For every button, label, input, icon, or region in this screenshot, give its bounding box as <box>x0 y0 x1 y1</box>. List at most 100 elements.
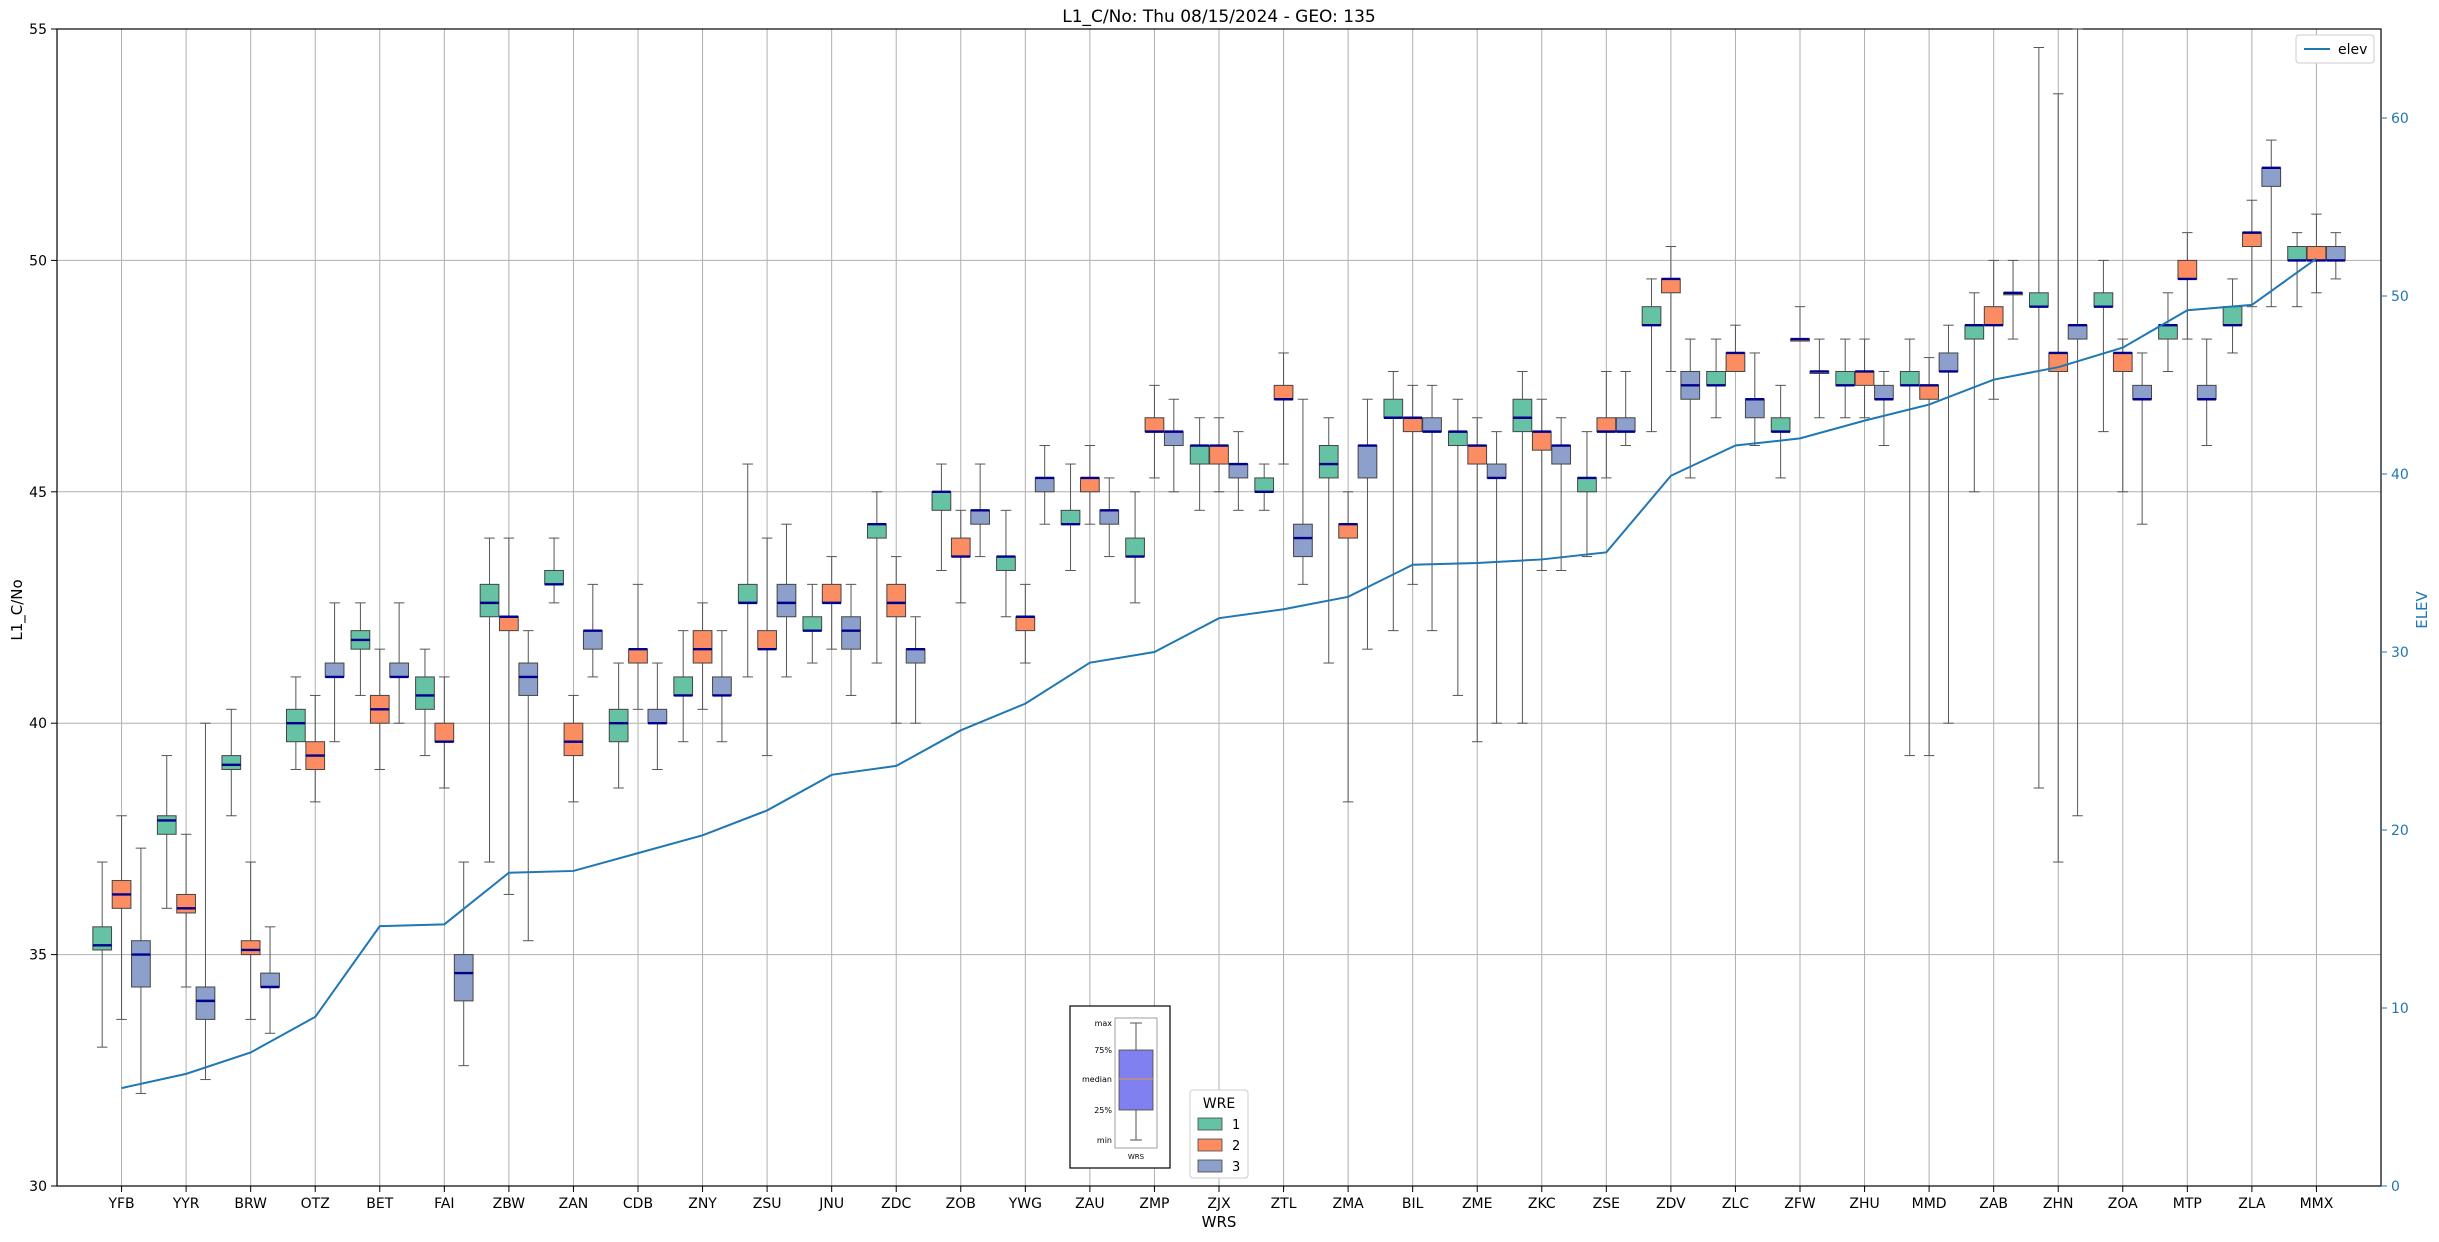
box-iqr <box>415 676 435 710</box>
box-iqr <box>1551 445 1572 465</box>
box-wre2-brw <box>240 861 261 1020</box>
box-wre2-zma <box>1338 491 1358 803</box>
box-wre2-ztl <box>1273 352 1294 465</box>
box-wre2-fai <box>434 676 455 789</box>
box-wre3-zab <box>2003 259 2023 340</box>
x-tick-label-zjx: ZJX <box>1207 1196 1231 1212</box>
box-wre2-zan <box>563 694 584 803</box>
box-wre2-jnu <box>821 556 842 650</box>
box-iqr <box>737 583 758 604</box>
box-iqr <box>1099 509 1120 525</box>
x-tick-label-fai: FAI <box>434 1196 454 1212</box>
box-wre3-otz <box>324 602 345 743</box>
box-iqr <box>950 537 971 558</box>
box-iqr <box>1577 477 1597 493</box>
x-tick-label-zdv: ZDV <box>1656 1196 1686 1212</box>
x-tick-label-zan: ZAN <box>559 1196 589 1212</box>
box-iqr <box>1144 417 1165 433</box>
box-wre1-zau <box>1060 463 1081 571</box>
box-wre2-zoa <box>2112 338 2133 493</box>
box-wre3-zma <box>1357 398 1378 650</box>
box-wre3-zlc <box>1744 352 1765 447</box>
box-wre1-yyr <box>156 755 177 909</box>
box-iqr <box>970 509 991 525</box>
box-wre1-fai <box>415 648 435 757</box>
box-wre3-zme <box>1486 431 1507 724</box>
box-wre2-zab <box>1983 259 2004 400</box>
box-wre3-zsu <box>776 523 797 678</box>
box-wre3-mmx <box>2325 232 2346 280</box>
x-tick-label-zhu: ZHU <box>1849 1196 1879 1212</box>
y-tick-label: 55 <box>29 22 47 38</box>
wre-legend-swatch-2 <box>1197 1138 1223 1152</box>
box-wre2-zau <box>1080 445 1100 525</box>
box-wre3-zau <box>1099 477 1120 558</box>
box-wre1-zla <box>2222 278 2243 354</box>
box-iqr <box>821 583 842 604</box>
box-iqr <box>1512 398 1533 433</box>
box-iqr <box>2028 292 2049 308</box>
box-wre2-zsu <box>757 537 777 757</box>
box-iqr <box>1383 398 1404 419</box>
box-wre3-zdc <box>905 616 926 724</box>
inset-key-label: 25% <box>1094 1106 1112 1115</box>
box-wre3-zob <box>970 463 991 558</box>
box-wre1-mtp <box>2158 292 2178 372</box>
box-iqr <box>866 523 887 539</box>
box-iqr <box>1293 523 1313 558</box>
box-wre2-otz <box>305 694 326 803</box>
x-tick-label-zoa: ZOA <box>2108 1196 2138 1212</box>
box-iqr <box>582 630 603 650</box>
box-wre2-zhn <box>2048 93 2069 863</box>
box-wre3-fai <box>453 861 474 1067</box>
x-tick-label-zab: ZAB <box>1979 1196 2008 1212</box>
box-wre3-jnu <box>841 583 861 696</box>
x-tick-label-zme: ZME <box>1462 1196 1493 1212</box>
y-axis-label: L1_C/No <box>8 579 27 640</box>
box-wre2-zdv <box>1661 246 1681 372</box>
box-iqr <box>1874 384 1894 400</box>
box-wre2-mmx <box>2306 213 2327 294</box>
box-wre2-cdb <box>628 583 648 710</box>
wre-legend-entry-1: 1 <box>1232 1118 1240 1133</box>
box-iqr <box>757 630 777 650</box>
x-tick-label-zlc: ZLC <box>1722 1196 1749 1212</box>
box-iqr <box>285 708 306 743</box>
box-iqr <box>1034 477 1055 493</box>
box-iqr <box>1447 431 1468 447</box>
x-tick-label-zsu: ZSU <box>753 1196 782 1212</box>
box-iqr <box>156 815 177 835</box>
box-wre2-mmd <box>1919 357 1939 757</box>
wre-legend-swatch-1 <box>1197 1117 1223 1131</box>
box-wre1-zlc <box>1706 338 1726 419</box>
box-wre2-zbw <box>499 537 519 895</box>
box-iqr <box>2196 384 2217 400</box>
box-iqr <box>260 972 280 988</box>
box-wre3-zjx <box>1228 431 1249 511</box>
box-wre1-mmx <box>2287 232 2307 308</box>
inset-key-label: 75% <box>1094 1046 1112 1055</box>
x-tick-label-yfb: YFB <box>107 1196 134 1212</box>
box-wre2-zmp <box>1144 384 1165 479</box>
box-wre2-zjx <box>1209 417 1229 493</box>
box-wre3-zhu <box>1874 370 1894 447</box>
x-tick-label-zla: ZLA <box>2238 1196 2266 1212</box>
box-iqr <box>1422 417 1442 433</box>
elev-legend-label: elev <box>2338 42 2367 58</box>
box-wre2-zme <box>1467 417 1488 743</box>
box-iqr <box>2222 306 2243 326</box>
box-wre2-zhu <box>1854 338 1875 419</box>
x-tick-label-zmp: ZMP <box>1139 1196 1169 1212</box>
box-wre3-ywg <box>1034 445 1055 525</box>
y-tick-label: 30 <box>29 1179 47 1195</box>
box-iqr <box>692 630 713 664</box>
box-iqr <box>1338 523 1358 539</box>
box-iqr <box>1228 463 1249 479</box>
box-iqr <box>131 940 151 988</box>
inset-key-label: median <box>1082 1075 1112 1084</box>
box-wre2-zny <box>692 602 713 710</box>
wre-legend-entry-2: 2 <box>1232 1139 1240 1154</box>
box-iqr <box>996 556 1016 571</box>
box-wre1-zmp <box>1125 491 1145 604</box>
box-iqr <box>1467 445 1488 465</box>
